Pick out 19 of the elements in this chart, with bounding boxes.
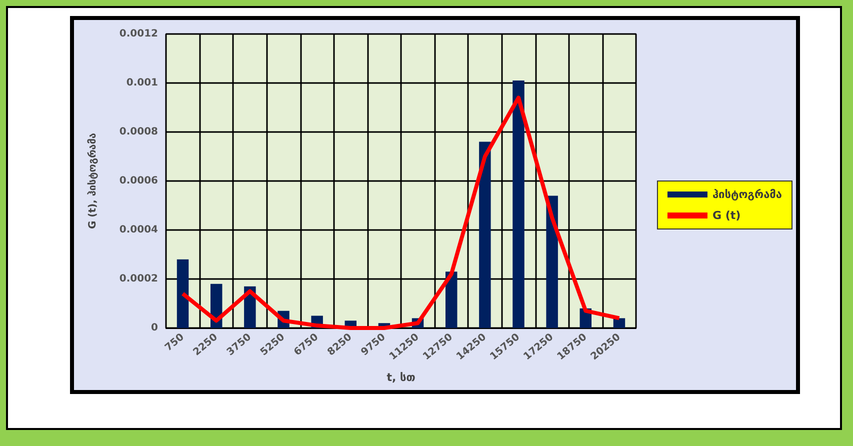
- line-series: [180, 96, 622, 330]
- x-axis-title: t, სთ: [386, 371, 416, 384]
- y-tick-label: 0.0008: [119, 126, 158, 138]
- bar: [613, 318, 626, 328]
- bar: [176, 259, 189, 328]
- y-tick-label: 0.0002: [119, 274, 158, 284]
- y-tick-label: 0.0004: [119, 224, 158, 236]
- bar: [512, 80, 524, 328]
- legend-label: G (t): [712, 209, 741, 222]
- y-tick-label: 0.001: [126, 78, 158, 88]
- bar: [445, 272, 458, 328]
- y-tick-label: 0.0006: [119, 176, 158, 186]
- y-tick-label: 0: [151, 322, 158, 334]
- bar: [546, 196, 558, 328]
- y-tick-label: 0.0012: [119, 28, 158, 40]
- legend-label: ჰისტოგრამა: [712, 188, 782, 201]
- x-tick-label: 750: [163, 332, 186, 354]
- y-axis-title: G (t), ჰისტოგრამა: [86, 132, 98, 230]
- bar: [479, 142, 491, 328]
